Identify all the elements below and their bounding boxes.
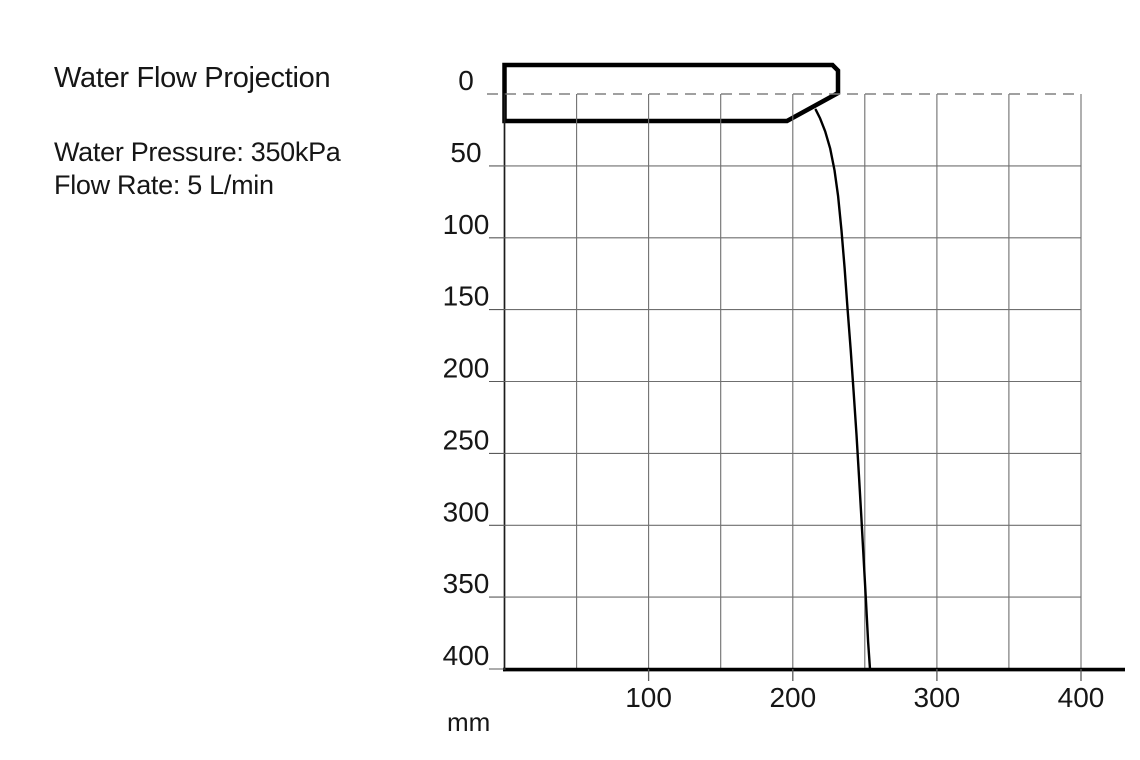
x-tick-label: 100 [625,682,672,713]
spec-water-pressure: Water Pressure: 350kPa [54,137,341,167]
spec-block: Water Pressure: 350kPa Flow Rate: 5 L/mi… [54,136,341,202]
x-tick-label: 400 [1058,682,1105,713]
y-tick-label: 350 [443,568,490,599]
y-tick-label: 300 [443,496,490,527]
x-tick-label: 200 [769,682,816,713]
y-tick-label: 50 [450,137,481,168]
y-tick-label: 250 [443,424,490,455]
x-tick-label: 300 [914,682,961,713]
axis-unit-label: mm [447,707,490,737]
y-tick-label: 100 [443,209,490,240]
water-trajectory-curve [814,108,872,671]
diagram-title: Water Flow Projection [54,62,331,94]
y-tick-label: 200 [443,353,490,384]
y-tick-label: 150 [443,281,490,312]
spec-flow-rate: Flow Rate: 5 L/min [54,170,274,200]
y-tick-label: 400 [443,640,490,671]
y-tick-label: 0 [458,65,474,96]
spout-outline [502,62,841,124]
